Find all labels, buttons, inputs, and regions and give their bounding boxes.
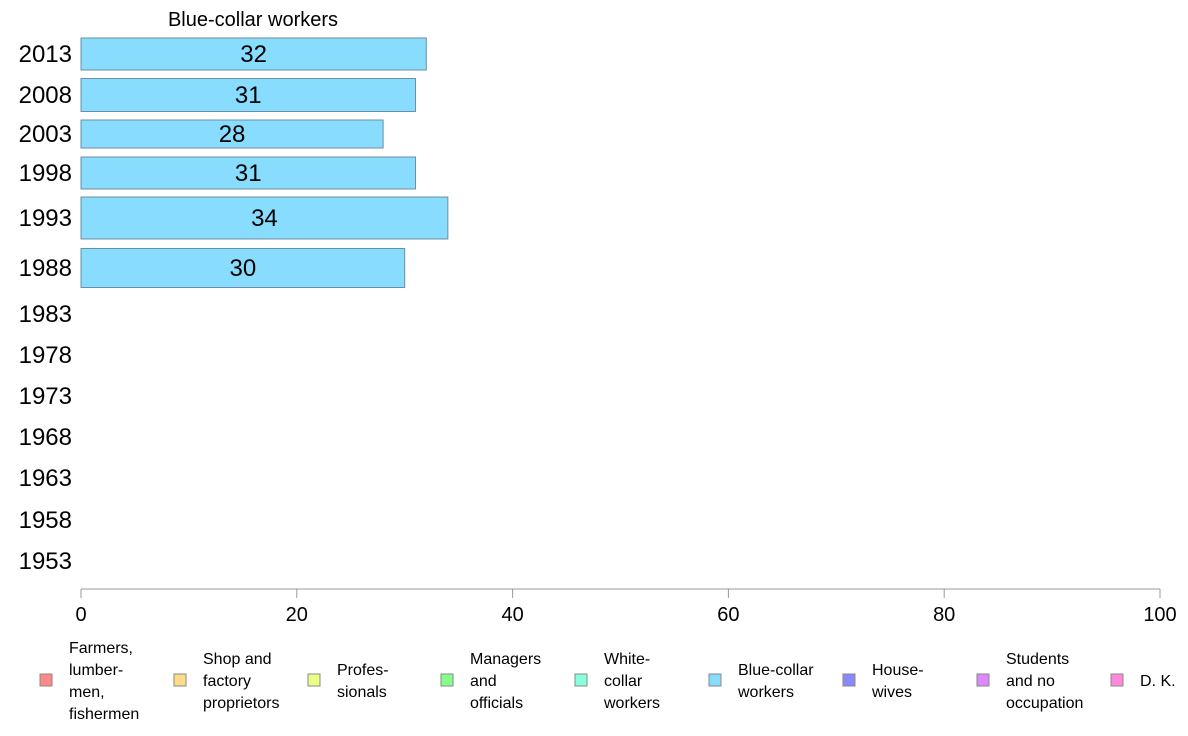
legend-label-3-line-1: and [470,673,497,690]
legend-label-0-line-1: lumber- [69,662,123,679]
legend-label-4-line-2: workers [603,695,660,712]
bar-2008 [80,78,416,112]
legend-swatch-0 [39,673,53,687]
legend-swatch-2 [307,673,321,687]
legend-label-3-line-2: officials [470,695,523,712]
bar-value-label-1998: 31 [235,160,262,187]
bar-2003 [80,119,384,149]
legend-swatch-6 [842,673,856,687]
legend-label-7-line-1: and no [1006,673,1055,690]
year-label-1958: 1958 [19,507,72,534]
legend-label-7-line-0: Students [1006,651,1069,668]
legend-label-0-line-0: Farmers, [69,640,133,657]
bar-value-label-2008: 31 [235,82,262,109]
x-tick-label-40: 40 [501,604,523,626]
legend-swatch-8 [1110,673,1124,687]
legend-label-5-line-1: workers [737,684,794,701]
legend-label-6-line-0: House- [872,662,924,679]
legend-swatch-3 [440,673,454,687]
legend-label-1-line-2: proprietors [203,695,279,712]
x-tick-label-100: 100 [1143,604,1176,626]
legend-swatch-5 [708,673,722,687]
x-tick-label-80: 80 [933,604,955,626]
legend-label-0-line-3: fishermen [69,706,139,723]
x-tick-label-0: 0 [75,604,86,626]
bar-value-label-2003: 28 [219,121,246,148]
legend-label-2-line-0: Profes- [337,662,389,679]
year-labels: 2013 2008 2003 1998 1993 1988 1983 1978 1973 1968… [19,41,72,575]
legend-label-7-line-2: occupation [1006,695,1083,712]
legend-label-6-line-1: wives [871,684,912,701]
legend-label-3-line-0: Managers [470,651,541,668]
year-label-1973: 1973 [19,383,72,410]
year-label-1998: 1998 [19,160,72,187]
legend-label-1-line-1: factory [203,673,251,690]
legend-label-5-line-0: Blue-collar [738,662,814,679]
year-label-1978: 1978 [19,342,72,369]
year-label-1963: 1963 [19,465,72,492]
legend-swatch-4 [574,673,588,687]
bar-1988 [80,248,406,288]
x-tick-label-20: 20 [286,604,308,626]
legend-swatch-1 [173,673,187,687]
year-label-2013: 2013 [19,41,72,68]
legend-swatch-7 [976,673,990,687]
bar-value-label-2013: 32 [240,41,267,68]
bar-value-label-1993: 34 [251,205,278,232]
year-label-2003: 2003 [19,121,72,148]
legend-label-1-line-0: Shop and [203,651,272,668]
year-label-1993: 1993 [19,205,72,232]
bar-value-label-1988: 30 [229,255,256,282]
legend-label-4-line-0: White- [604,651,650,668]
bar-1998 [80,156,416,190]
bar-2013 [80,37,427,71]
legend: Farmers, lumber-men, fishermen Shop and fact… [39,640,1176,723]
year-label-1953: 1953 [19,548,72,575]
year-label-2008: 2008 [19,82,72,109]
year-label-1988: 1988 [19,255,72,282]
bars-group: 32 31 28 31 34 30 [80,37,449,288]
x-tick-label-60: 60 [717,604,739,626]
chart-title: Blue-collar workers [168,9,338,31]
bar-1993 [80,196,449,240]
year-label-1983: 1983 [19,301,72,328]
legend-label-2-line-1: sionals [337,684,387,701]
legend-label-8-line-0: D. K. [1140,673,1176,690]
x-axis-ticks: 0 20 40 60 80 100 [75,589,1177,626]
legend-label-4-line-1: collar [604,673,643,690]
year-label-1968: 1968 [19,424,72,451]
legend-label-0-line-2: men, [69,684,105,701]
